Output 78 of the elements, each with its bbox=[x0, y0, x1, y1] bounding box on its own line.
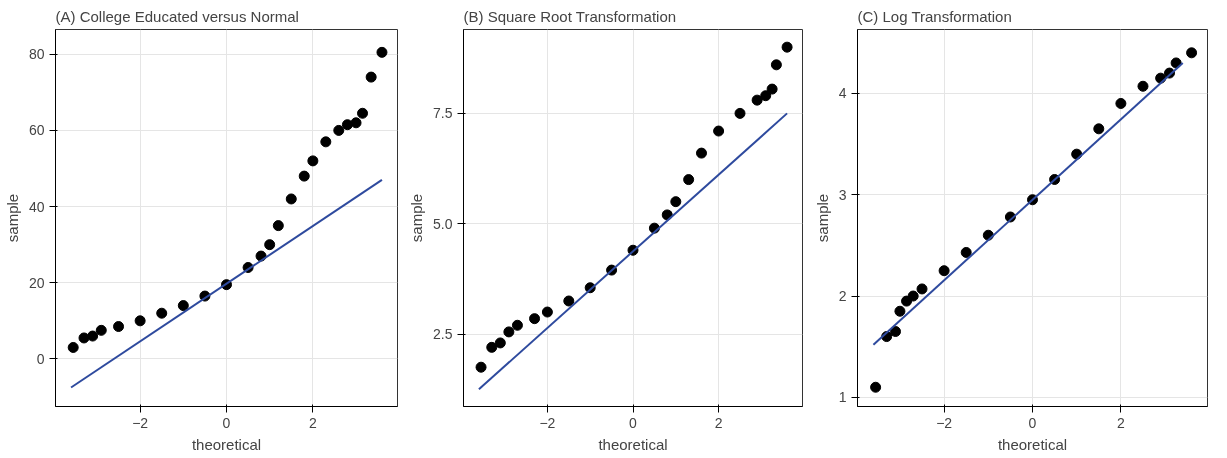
point bbox=[503, 326, 515, 338]
point bbox=[272, 220, 284, 232]
point bbox=[541, 306, 553, 318]
x-tick-label: 2 bbox=[1116, 414, 1125, 431]
point bbox=[156, 307, 168, 319]
point bbox=[95, 324, 107, 336]
point bbox=[1093, 123, 1105, 135]
point bbox=[529, 313, 541, 325]
y-tick-label: 0 bbox=[36, 350, 45, 367]
point bbox=[870, 381, 882, 393]
x-axis-title: theoretical bbox=[598, 435, 668, 453]
point bbox=[1115, 97, 1127, 109]
x-tick-label: 2 bbox=[308, 414, 317, 431]
point bbox=[916, 283, 928, 295]
point bbox=[781, 41, 793, 53]
point bbox=[365, 71, 377, 83]
x-tick-label: 2 bbox=[714, 414, 723, 431]
y-tick-label: 80 bbox=[28, 46, 45, 63]
point bbox=[298, 170, 310, 182]
y-tick-label: 4 bbox=[838, 85, 847, 102]
point bbox=[695, 147, 707, 159]
y-tick-label: 40 bbox=[28, 198, 45, 215]
point bbox=[333, 124, 345, 136]
point bbox=[890, 326, 902, 337]
x-axis-title: theoretical bbox=[997, 435, 1068, 453]
point bbox=[766, 83, 778, 95]
point bbox=[350, 117, 362, 129]
point bbox=[713, 125, 725, 137]
point bbox=[320, 136, 332, 148]
point bbox=[357, 107, 369, 119]
y-axis-title: sample bbox=[813, 193, 831, 243]
point bbox=[683, 174, 695, 186]
x-tick-label: 0 bbox=[222, 414, 231, 431]
point bbox=[177, 300, 189, 312]
point bbox=[760, 90, 772, 102]
y-tick-label: 2.5 bbox=[433, 326, 453, 343]
y-tick-label: 7.5 bbox=[433, 105, 453, 122]
y-axis-title: sample bbox=[408, 193, 426, 243]
point bbox=[894, 305, 906, 317]
x-tick-label: −2 bbox=[936, 414, 953, 431]
point bbox=[770, 59, 782, 71]
point bbox=[87, 330, 99, 342]
x-axis-title: theoretical bbox=[191, 435, 262, 453]
y-tick-label: 5.0 bbox=[433, 215, 453, 232]
point bbox=[264, 239, 276, 251]
point bbox=[960, 246, 972, 258]
x-tick-label: −2 bbox=[132, 414, 149, 431]
point bbox=[734, 107, 746, 119]
x-tick-label: −2 bbox=[539, 414, 556, 431]
point bbox=[563, 295, 575, 307]
y-tick-label: 1 bbox=[838, 389, 847, 406]
point bbox=[67, 341, 79, 353]
point bbox=[938, 265, 950, 277]
point bbox=[1186, 47, 1198, 59]
point bbox=[475, 361, 487, 373]
point bbox=[751, 94, 763, 106]
y-tick-label: 3 bbox=[838, 186, 847, 203]
point bbox=[511, 319, 523, 331]
y-axis-title: sample bbox=[3, 193, 21, 243]
point bbox=[670, 196, 682, 208]
chart-title: (C) Log Transformation bbox=[857, 7, 1012, 25]
point bbox=[376, 46, 388, 58]
chart-title: (A) College Educated versus Normal bbox=[55, 7, 299, 25]
y-tick-label: 2 bbox=[838, 288, 847, 305]
point bbox=[1137, 80, 1149, 92]
point bbox=[134, 315, 146, 327]
point bbox=[113, 321, 125, 333]
point bbox=[494, 337, 506, 349]
x-tick-label: 0 bbox=[629, 414, 638, 431]
point bbox=[341, 119, 353, 131]
point bbox=[486, 341, 498, 353]
y-tick-label: 20 bbox=[28, 274, 45, 291]
x-tick-label: 0 bbox=[1028, 414, 1037, 431]
point bbox=[907, 290, 919, 302]
point bbox=[285, 193, 297, 205]
y-tick-label: 60 bbox=[28, 122, 45, 139]
point bbox=[307, 155, 319, 167]
chart-title: (B) Square Root Transformation bbox=[463, 7, 677, 25]
